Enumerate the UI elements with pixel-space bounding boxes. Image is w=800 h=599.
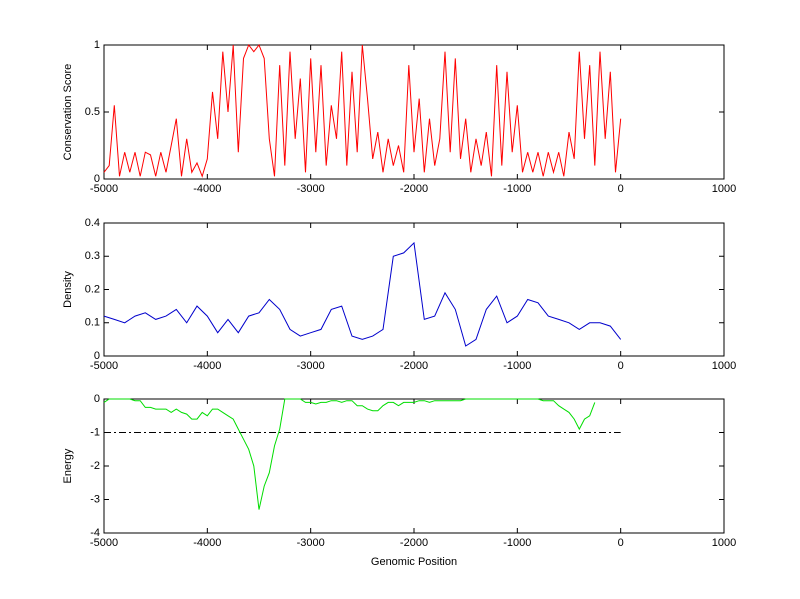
data-line	[103, 241, 622, 347]
x-axis-label: Genomic Position	[371, 556, 457, 568]
y-tick-label: -3	[90, 493, 100, 505]
x-tick-label: -1000	[503, 360, 531, 372]
x-tick-label: 0	[618, 537, 624, 549]
data-line	[103, 398, 596, 510]
y-tick-label: 0	[94, 350, 100, 362]
x-tick-label: 0	[618, 183, 624, 195]
x-tick-label: -4000	[193, 537, 221, 549]
x-tick-label: -5000	[90, 360, 118, 372]
axes-box	[103, 398, 725, 534]
y-axis-label: Energy	[62, 448, 74, 483]
y-tick-label: 0.2	[85, 283, 100, 295]
x-tick-label: -3000	[297, 360, 325, 372]
x-tick-label: -3000	[297, 537, 325, 549]
y-tick-label: -4	[90, 527, 100, 539]
y-tick-label: 0.3	[85, 250, 100, 262]
x-tick-label: 1000	[712, 183, 736, 195]
y-tick-label: -2	[90, 460, 100, 472]
y-axis-label: Conservation Score	[62, 64, 74, 161]
x-tick-label: -4000	[193, 183, 221, 195]
x-tick-label: -2000	[400, 183, 428, 195]
y-tick-label: 0	[94, 173, 100, 185]
x-tick-label: -2000	[400, 360, 428, 372]
x-tick-label: 0	[618, 360, 624, 372]
y-tick-label: 0.5	[85, 106, 100, 118]
x-tick-label: -1000	[503, 537, 531, 549]
y-tick-label: 1	[94, 39, 100, 51]
y-tick-label: 0.1	[85, 317, 100, 329]
axes-box	[103, 44, 725, 180]
x-tick-label: -1000	[503, 183, 531, 195]
y-tick-label: 0	[94, 393, 100, 405]
y-tick-label: -1	[90, 426, 100, 438]
y-axis-label: Density	[62, 271, 74, 308]
x-tick-label: -4000	[193, 360, 221, 372]
x-tick-label: -3000	[297, 183, 325, 195]
y-tick-label: 0.4	[85, 217, 100, 229]
x-tick-label: -5000	[90, 183, 118, 195]
x-tick-label: -2000	[400, 537, 428, 549]
x-tick-label: 1000	[712, 537, 736, 549]
data-line	[103, 43, 622, 178]
x-tick-label: 1000	[712, 360, 736, 372]
x-tick-label: -5000	[90, 537, 118, 549]
